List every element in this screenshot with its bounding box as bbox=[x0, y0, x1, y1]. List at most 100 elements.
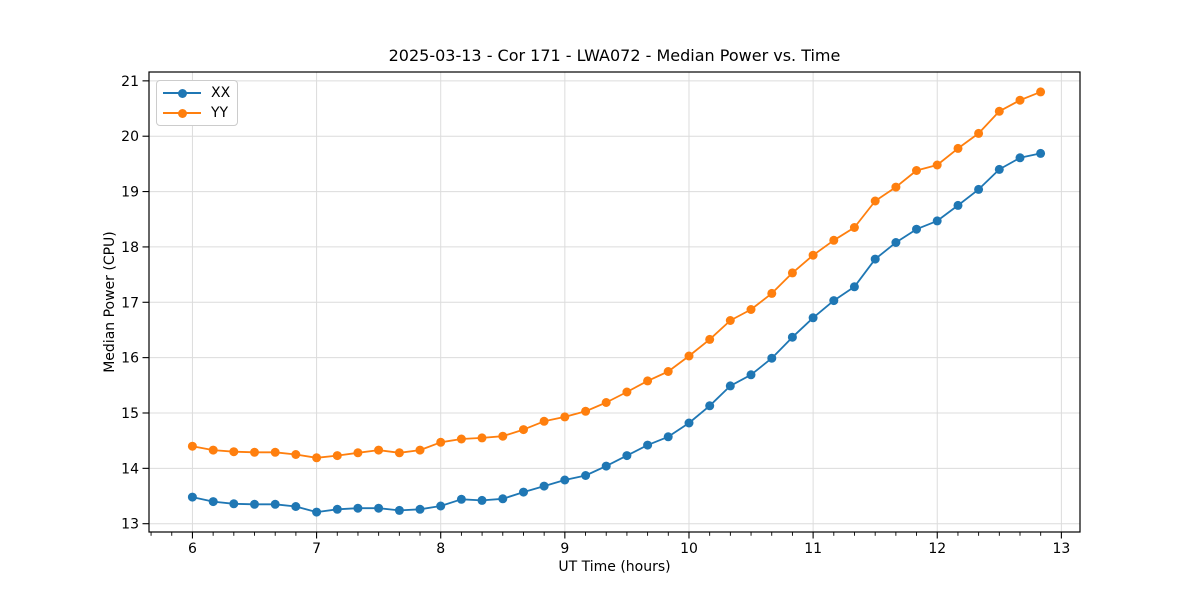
data-point-yy bbox=[477, 433, 487, 443]
data-point-yy bbox=[974, 128, 984, 138]
data-point-yy bbox=[767, 288, 777, 298]
data-point-yy bbox=[415, 445, 425, 455]
data-point-xx bbox=[994, 164, 1004, 174]
x-tick-label: 11 bbox=[804, 541, 822, 557]
x-tick-label: 12 bbox=[928, 541, 946, 557]
data-point-xx bbox=[332, 504, 342, 514]
y-axis-label: Median Power (CPU) bbox=[102, 231, 118, 373]
series-line-icon bbox=[163, 108, 201, 118]
data-point-xx bbox=[394, 505, 404, 515]
x-tick-label: 6 bbox=[188, 541, 197, 557]
data-point-yy bbox=[208, 445, 218, 455]
data-point-yy bbox=[787, 268, 797, 278]
data-point-xx bbox=[415, 504, 425, 514]
data-point-xx bbox=[581, 471, 591, 480]
data-point-yy bbox=[1036, 87, 1046, 97]
data-point-yy bbox=[725, 316, 735, 325]
data-point-xx bbox=[725, 381, 735, 391]
data-point-yy bbox=[705, 334, 715, 344]
data-point-xx bbox=[560, 475, 570, 485]
data-point-xx bbox=[187, 492, 197, 502]
data-point-xx bbox=[270, 499, 280, 509]
data-point-xx bbox=[912, 224, 921, 234]
data-point-xx bbox=[684, 418, 694, 428]
data-point-yy bbox=[932, 160, 942, 170]
chart-title: 2025-03-13 - Cor 171 - LWA072 - Median P… bbox=[388, 46, 841, 65]
data-point-yy bbox=[250, 447, 259, 457]
data-point-xx bbox=[870, 254, 880, 264]
y-tick-label: 19 bbox=[121, 185, 139, 201]
legend-item-xx: XX bbox=[163, 83, 230, 103]
y-tick-label: 20 bbox=[121, 129, 139, 145]
data-point-yy bbox=[581, 406, 591, 416]
data-point-yy bbox=[1015, 95, 1025, 105]
data-point-yy bbox=[456, 434, 466, 444]
data-point-yy bbox=[374, 445, 384, 455]
y-tick-label: 18 bbox=[121, 240, 139, 256]
data-point-xx bbox=[312, 507, 322, 517]
data-point-yy bbox=[643, 376, 653, 386]
data-point-xx bbox=[932, 216, 942, 226]
legend-label-yy: YY bbox=[211, 105, 229, 121]
data-point-xx bbox=[250, 499, 259, 509]
legend: XX YY bbox=[156, 80, 239, 126]
data-point-xx bbox=[767, 353, 777, 363]
y-tick-label: 16 bbox=[121, 351, 139, 367]
y-tick-label: 14 bbox=[121, 461, 139, 477]
x-tick-label: 10 bbox=[680, 541, 698, 557]
data-point-yy bbox=[891, 182, 901, 192]
y-tick-label: 21 bbox=[121, 74, 139, 90]
data-point-yy bbox=[601, 398, 611, 407]
data-point-xx bbox=[374, 503, 384, 513]
data-point-yy bbox=[808, 250, 818, 260]
x-axis-label: UT Time (hours) bbox=[558, 559, 671, 575]
data-point-xx bbox=[705, 401, 715, 411]
data-point-yy bbox=[332, 451, 342, 461]
data-point-xx bbox=[436, 501, 446, 511]
data-point-xx bbox=[974, 184, 984, 194]
data-point-yy bbox=[353, 448, 363, 458]
y-tick-label: 15 bbox=[121, 406, 139, 422]
data-point-xx bbox=[519, 487, 528, 497]
legend-item-yy: YY bbox=[163, 103, 230, 123]
series-marker-icon bbox=[177, 108, 187, 118]
series-line-yy bbox=[192, 91, 1041, 459]
data-point-yy bbox=[746, 305, 756, 314]
data-point-yy bbox=[849, 223, 859, 232]
data-point-yy bbox=[870, 196, 880, 206]
data-point-xx bbox=[849, 282, 859, 292]
data-point-yy bbox=[994, 106, 1004, 116]
data-point-yy bbox=[519, 425, 528, 435]
data-point-xx bbox=[229, 499, 239, 509]
data-point-yy bbox=[560, 412, 570, 422]
series-line-icon bbox=[163, 88, 201, 98]
data-point-yy bbox=[394, 448, 404, 458]
data-point-xx bbox=[477, 495, 487, 505]
data-point-xx bbox=[663, 432, 673, 442]
data-point-yy bbox=[953, 143, 963, 153]
data-point-yy bbox=[312, 453, 322, 463]
x-tick-label: 8 bbox=[436, 541, 445, 557]
data-point-xx bbox=[808, 313, 818, 323]
data-point-yy bbox=[912, 166, 921, 175]
legend-label-xx: XX bbox=[211, 85, 231, 101]
x-tick-label: 7 bbox=[312, 541, 321, 557]
data-point-xx bbox=[291, 502, 301, 511]
data-point-xx bbox=[208, 497, 218, 507]
data-point-xx bbox=[891, 238, 901, 247]
data-point-yy bbox=[498, 431, 508, 441]
data-point-xx bbox=[353, 503, 363, 513]
data-point-xx bbox=[539, 481, 549, 491]
data-point-xx bbox=[953, 200, 963, 210]
data-point-yy bbox=[291, 450, 301, 459]
data-point-yy bbox=[229, 447, 239, 457]
data-point-yy bbox=[663, 367, 673, 376]
data-point-xx bbox=[1015, 153, 1025, 163]
data-point-xx bbox=[787, 332, 797, 342]
data-point-xx bbox=[746, 370, 756, 380]
data-point-xx bbox=[622, 451, 632, 461]
series-marker-icon bbox=[177, 88, 187, 98]
y-tick-label: 17 bbox=[121, 295, 139, 311]
